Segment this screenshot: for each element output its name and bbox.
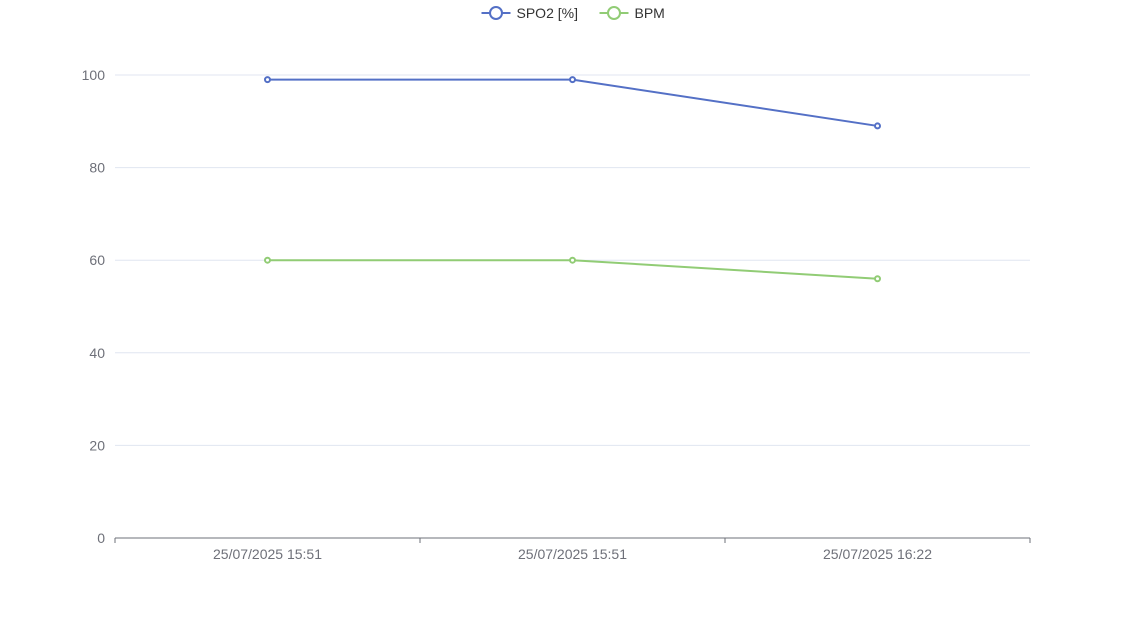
legend-item[interactable]: BPM [599, 5, 665, 21]
series-layer [264, 76, 881, 283]
legend-item[interactable]: SPO2 [%] [481, 5, 578, 21]
y-axis-labels: 0 20 40 60 80 100 [82, 67, 106, 546]
data-point[interactable] [264, 76, 271, 84]
series-0 [264, 76, 881, 130]
x-tick-label: 25/07/2025 15:51 [213, 546, 322, 562]
y-tick-label: 100 [82, 67, 106, 83]
series-1 [264, 256, 881, 283]
data-point[interactable] [569, 76, 576, 84]
data-point[interactable] [874, 122, 881, 130]
legend-circle-icon [607, 6, 621, 20]
data-point[interactable] [874, 275, 881, 283]
legend-label: BPM [635, 5, 665, 21]
y-tick-label: 20 [89, 437, 105, 453]
y-tick-label: 60 [89, 252, 105, 268]
x-tick-label: 25/07/2025 16:22 [823, 546, 932, 562]
legend[interactable]: SPO2 [%] BPM [481, 5, 665, 21]
legend-circle-icon [489, 6, 503, 20]
y-tick-label: 0 [97, 530, 105, 546]
data-point[interactable] [569, 256, 576, 264]
data-point[interactable] [264, 256, 271, 264]
series-line [267, 78, 878, 127]
x-axis [114, 537, 1031, 543]
x-tick-label: 25/07/2025 15:51 [518, 546, 627, 562]
x-axis-labels: 25/07/2025 15:51 25/07/2025 15:51 25/07/20… [213, 546, 932, 562]
y-tick-label: 40 [89, 345, 105, 361]
legend-label: SPO2 [%] [517, 5, 578, 21]
y-tick-label: 80 [89, 160, 105, 176]
